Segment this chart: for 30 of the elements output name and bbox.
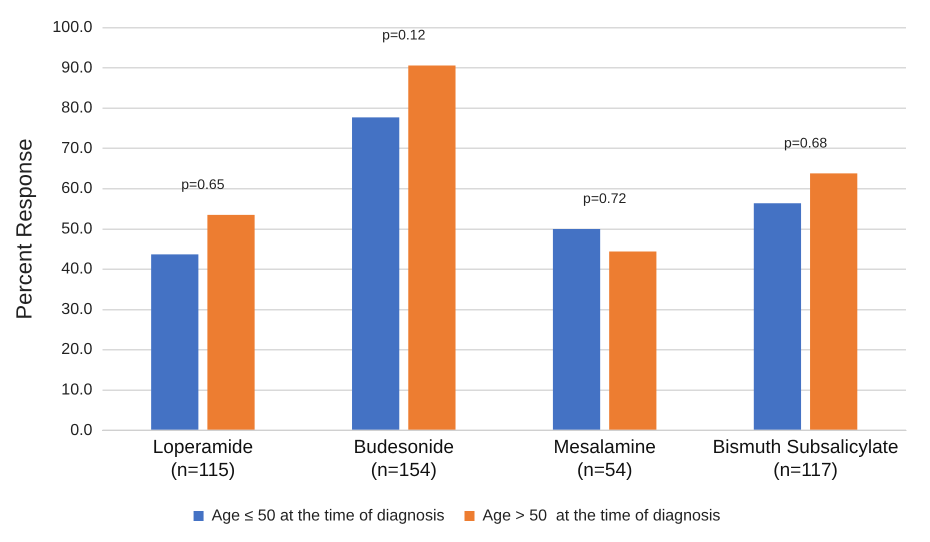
annotation: p=0.12 bbox=[382, 26, 426, 42]
y-tick-label: 70.0 bbox=[61, 140, 93, 157]
bar bbox=[810, 173, 858, 430]
y-tick-label: 20.0 bbox=[61, 341, 93, 358]
y-tick-label: 50.0 bbox=[61, 220, 93, 238]
x-tick-label: Bismuth Subsalicylate (n=117) bbox=[712, 437, 898, 481]
bar bbox=[552, 229, 600, 430]
bar bbox=[609, 252, 656, 430]
y-tick-label: 80.0 bbox=[61, 100, 93, 117]
x-tick-label: Mesalamine (n=54) bbox=[553, 437, 656, 481]
y-tick-label: 60.0 bbox=[61, 180, 93, 198]
legend-label: Age > 50 at the time of diagnosis bbox=[482, 507, 720, 524]
y-tick-label: 40.0 bbox=[61, 260, 93, 278]
bar bbox=[207, 214, 255, 430]
x-tick-label: Loperamide (n=115) bbox=[152, 437, 254, 481]
bar bbox=[754, 203, 802, 430]
annotation: p=0.65 bbox=[181, 176, 225, 192]
legend-label: Age ≤ 50 at the time of diagnosis bbox=[212, 507, 444, 524]
y-tick-label: 100.0 bbox=[52, 19, 93, 36]
y-tick-label: 90.0 bbox=[61, 59, 93, 76]
x-tick-label: Budesonide (n=154) bbox=[354, 437, 454, 481]
y-axis-title: Percent Response bbox=[11, 138, 36, 320]
bar bbox=[408, 65, 456, 430]
y-tick-label: 10.0 bbox=[61, 382, 93, 399]
annotation: p=0.68 bbox=[784, 134, 828, 150]
annotation: p=0.72 bbox=[583, 190, 626, 206]
bar bbox=[151, 254, 198, 430]
y-tick-label: 0.0 bbox=[70, 422, 93, 439]
y-tick-label: 30.0 bbox=[61, 300, 93, 318]
bar bbox=[352, 117, 400, 430]
